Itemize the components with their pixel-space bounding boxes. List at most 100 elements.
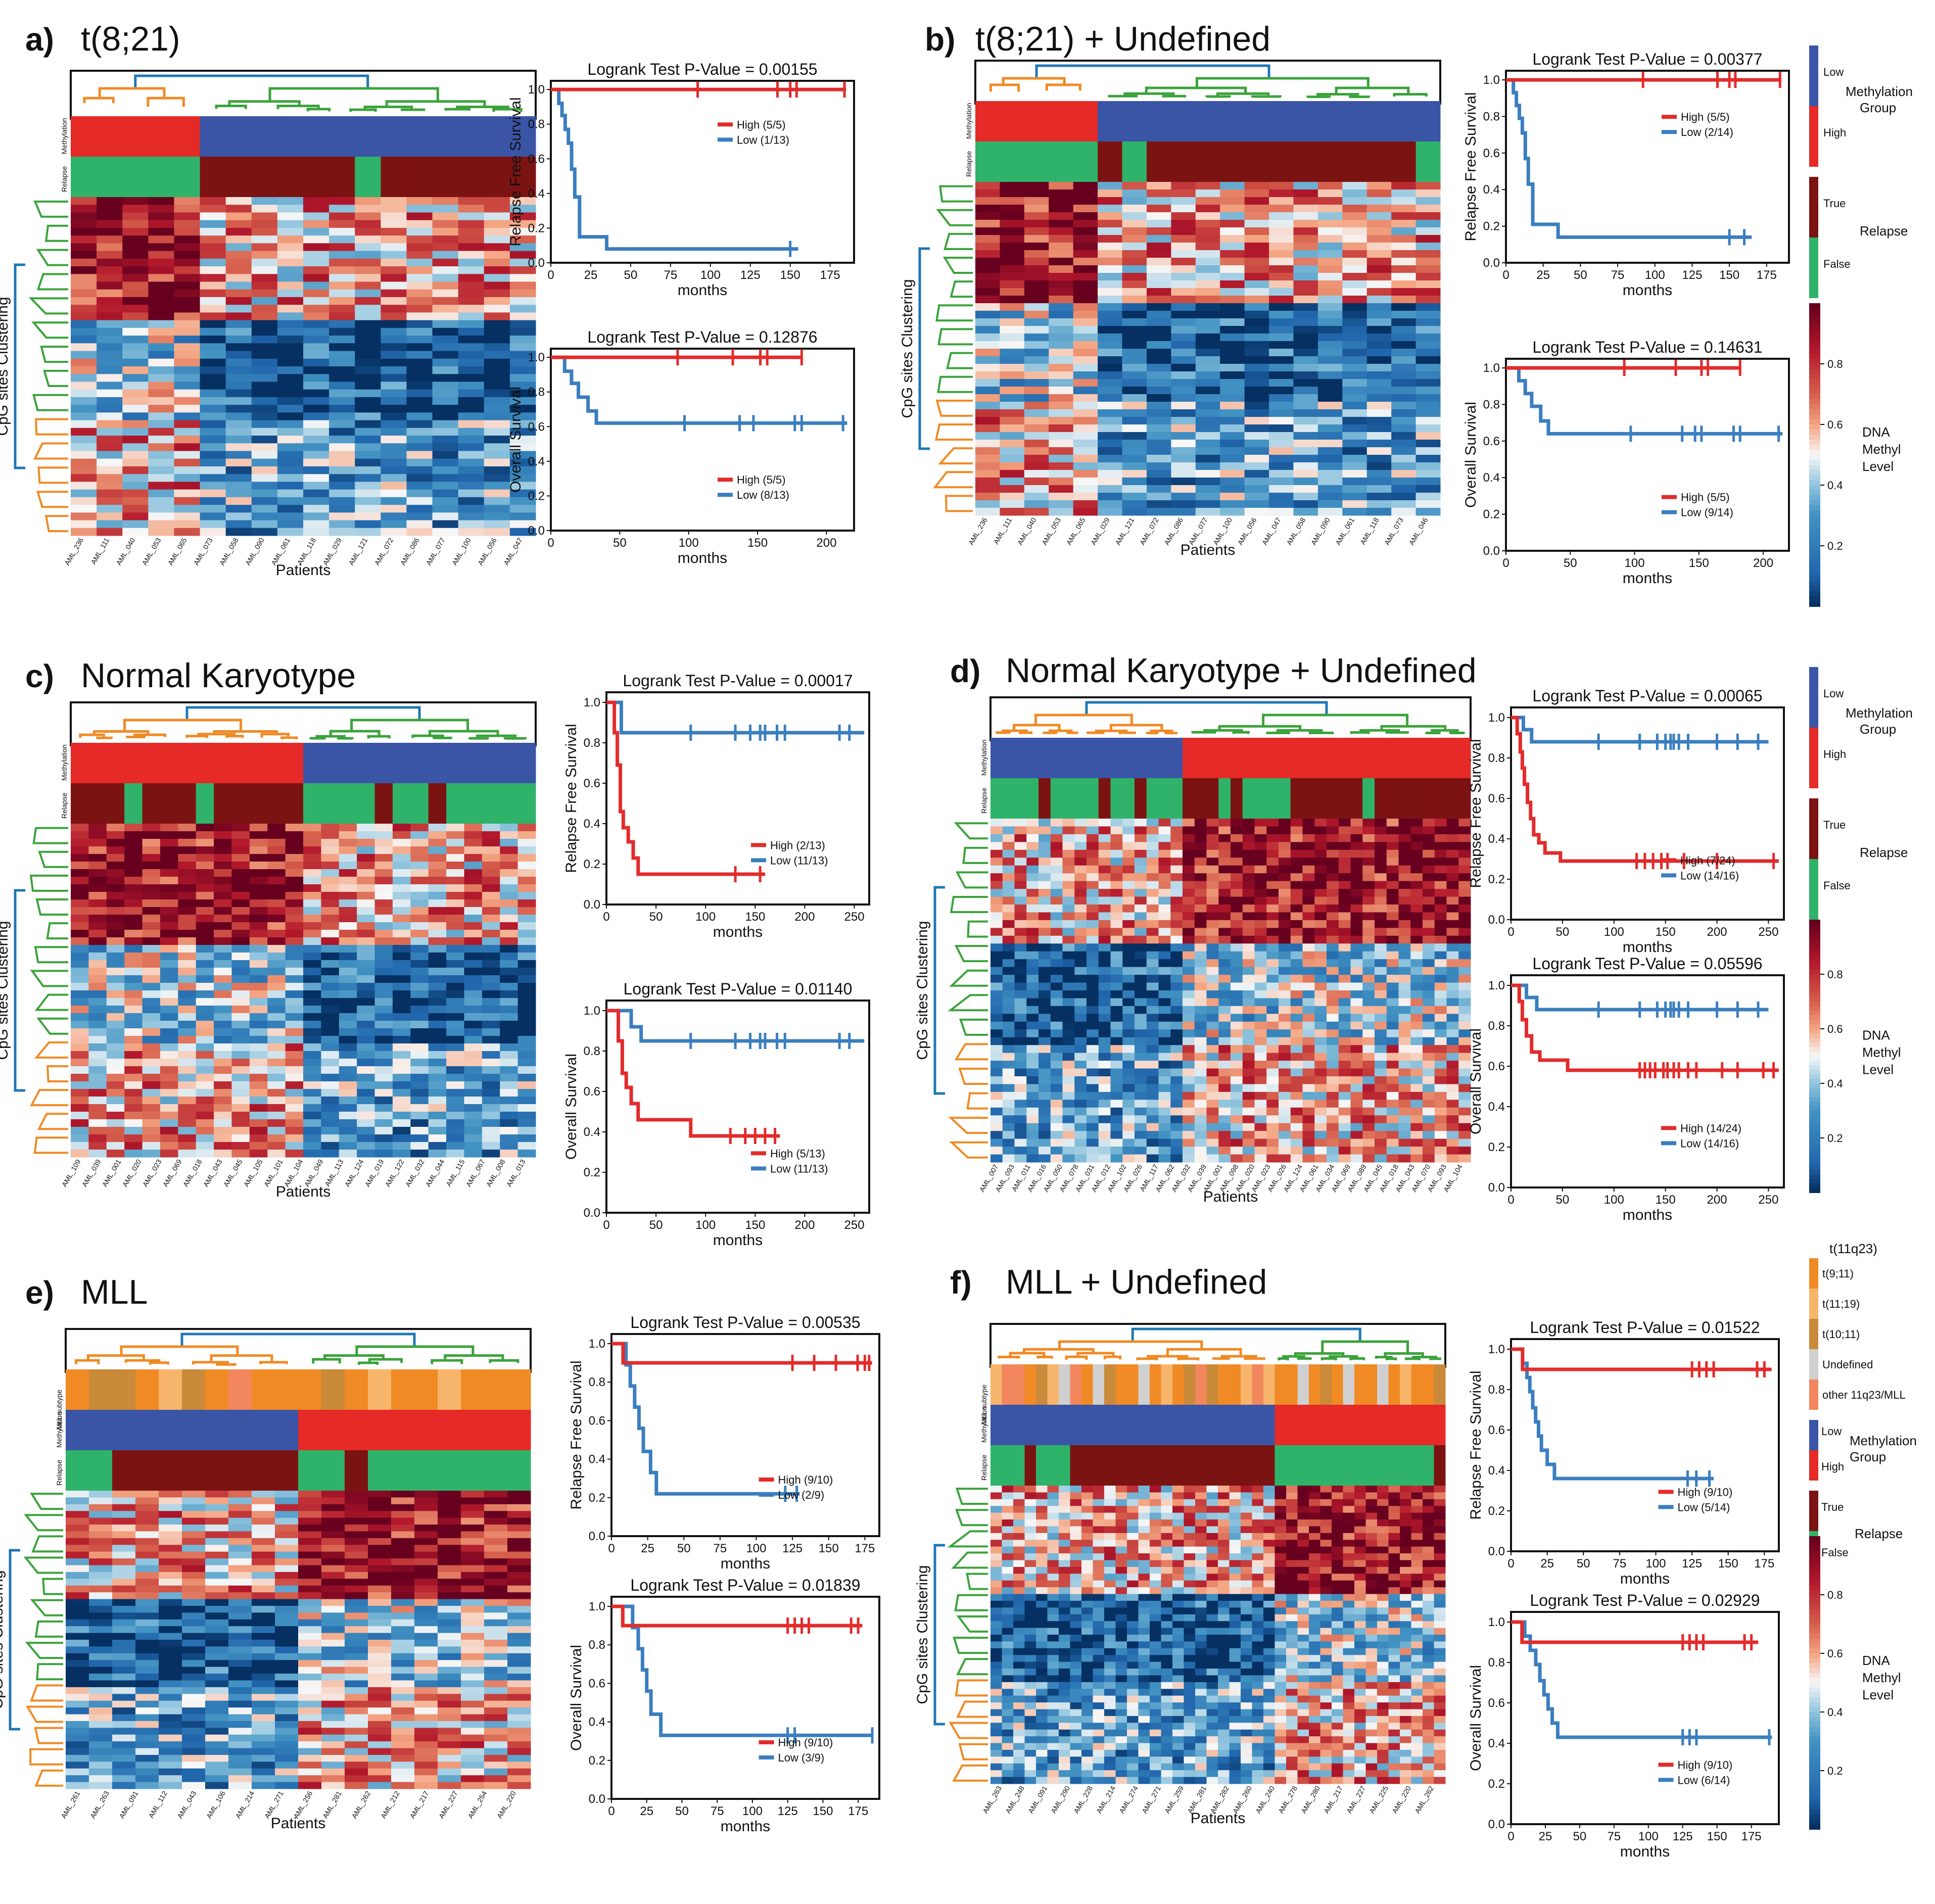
heatmap-cell [374,990,393,998]
heatmap-cell [464,1097,483,1105]
heatmap-cell [1026,1006,1039,1014]
heatmap-cell [231,877,250,885]
heatmap-cell [1244,379,1269,387]
heatmap-cell [500,998,518,1006]
heatmap-cell [1195,349,1220,357]
heatmap-cell [1026,935,1039,944]
heatmap-cell [1362,1084,1375,1092]
heatmap-cell [1039,943,1051,952]
heatmap-cell [148,358,174,367]
heatmap-cell [464,1066,483,1074]
heatmap-cell [71,1066,89,1074]
heatmap-cell [484,274,510,282]
heatmap-cell [1244,424,1269,433]
heatmap-cell [1014,1084,1027,1092]
heatmap-cell [1122,273,1147,281]
heatmap-cell [178,1097,197,1105]
heatmap-cell [509,458,536,467]
heatmap-cell [251,436,278,444]
heatmap-cell [88,884,107,892]
heatmap-ylabel: CpG sites Clustering [0,297,11,436]
heatmap-cell [329,451,355,459]
heatmap-cell [432,489,459,498]
heatmap-cell [1317,258,1343,266]
heatmap-cell [517,824,536,832]
heatmap-cell [1231,1100,1243,1108]
heatmap-cell [1049,280,1074,289]
heatmap-cell [200,205,226,213]
dendrogram-branch [185,735,209,738]
heatmap-cell [1362,1091,1375,1100]
heatmap-cell [1098,1021,1111,1030]
heatmap-cell [1122,197,1147,205]
heatmap-cell [1220,508,1245,516]
heatmap-cell [1122,912,1135,921]
heatmap-cell [267,831,286,839]
heatmap-cell [1122,311,1147,319]
heatmap-cell [106,1142,125,1150]
heatmap-cell [1220,280,1245,289]
heatmap-cell [251,274,278,282]
heatmap-cell [1026,951,1039,960]
heatmap-cell [975,402,1000,410]
heatmap-cell [1350,928,1363,936]
heatmap-cell [285,899,304,908]
heatmap-cell [1110,1068,1123,1077]
heatmap-cell [1362,967,1375,975]
relapse-cell [1231,778,1243,819]
heatmap-cell [1362,873,1375,882]
methylation-cell [1039,738,1051,778]
row-dendrogram-branch [38,850,68,868]
heatmap-cell [357,975,375,983]
heatmap-cell [1362,865,1375,874]
heatmap-cell [381,436,407,444]
heatmap-cell [1423,959,1435,968]
heatmap-cell [1098,326,1123,334]
heatmap-cell [484,281,510,290]
heatmap-cell [200,443,226,451]
heatmap-cell [249,1028,268,1036]
heatmap-cell [225,528,252,536]
heatmap-cell [1062,975,1075,983]
heatmap-cell [124,1097,143,1105]
heatmap-cell [1206,1053,1219,1061]
heatmap-cell [285,975,304,983]
heatmap-cell [71,990,89,998]
row-dendrogram-branch [939,185,973,203]
heatmap-cell [1423,975,1435,983]
heatmap-cell [1391,387,1417,395]
heatmap-cell [303,405,329,413]
heatmap-cell [1170,896,1183,905]
heatmap-cell [428,846,447,854]
heatmap-cell [1002,896,1015,905]
heatmap-cell [484,374,510,382]
heatmap-cell [174,482,201,490]
heatmap-cell [990,1068,1003,1077]
heatmap-cell [321,998,340,1006]
heatmap-cell [1302,1021,1315,1030]
heatmap-cell [200,336,226,344]
heatmap-cell [1195,258,1220,266]
heatmap-cell [990,920,1003,928]
heatmap-cell [446,1142,464,1150]
heatmap-cell [1375,1053,1387,1061]
heatmap-cell [1327,1021,1339,1030]
patient-label: AML_111 [992,516,1013,545]
heatmap-cell [1279,1068,1291,1077]
heatmap-cell [392,1112,411,1120]
heatmap-cell [428,1112,447,1120]
heatmap-cell [1122,819,1135,827]
heatmap-cell [142,1006,161,1014]
heatmap-cell [1194,990,1207,998]
heatmap-cell [231,1112,250,1120]
heatmap-cell [1244,227,1269,235]
heatmap-cell [214,937,232,945]
heatmap-cell [1062,842,1075,850]
heatmap-cell [1026,1014,1039,1022]
heatmap-cell [196,968,214,976]
heatmap-cell [1366,379,1392,387]
dendrogram-frame [70,701,537,746]
heatmap-cell [1293,462,1318,470]
heatmap-cell [1398,990,1411,998]
heatmap-cell [410,839,429,847]
